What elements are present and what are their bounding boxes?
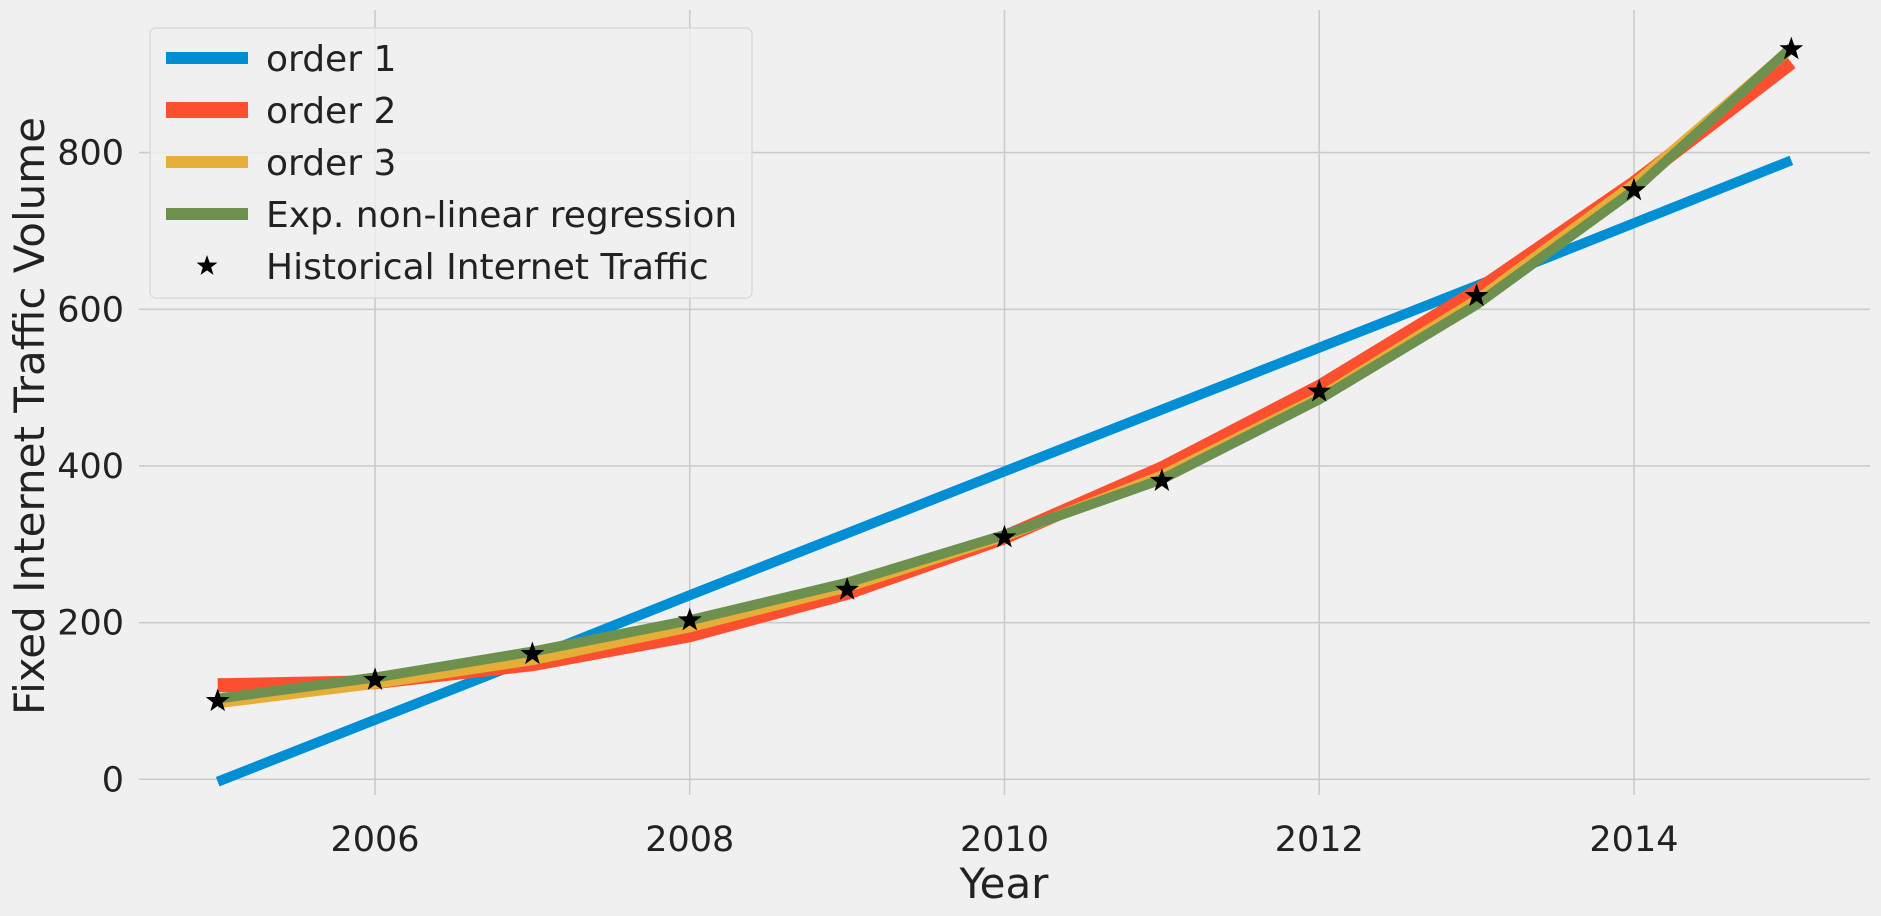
y-tick-label: 600 — [57, 290, 124, 330]
x-tick-label: 2006 — [331, 820, 420, 860]
y-tick-label: 0 — [102, 760, 124, 800]
legend-label: Exp. non-linear regression — [266, 195, 737, 236]
y-tick-label: 200 — [57, 604, 124, 644]
data-point-star — [363, 667, 387, 690]
data-point-star — [520, 641, 545, 665]
legend-label: order 2 — [266, 91, 396, 132]
grid — [139, 10, 1870, 795]
tick-labels: 2006 2008 2010 2012 2014 0 200 400 600 800 — [57, 134, 1678, 860]
x-tick-label: 2008 — [645, 820, 734, 860]
data-point-star — [1464, 283, 1489, 307]
legend-label: order 1 — [266, 39, 396, 80]
data-point-star — [835, 577, 860, 600]
data-point-star — [1622, 177, 1646, 201]
legend-star-icon — [196, 255, 218, 275]
x-axis-title: Year — [959, 859, 1050, 908]
y-tick-label: 800 — [57, 134, 124, 174]
y-tick-label: 400 — [57, 447, 124, 487]
data-point-star — [1149, 468, 1174, 491]
legend-label: Historical Internet Traffic — [266, 247, 709, 288]
data-point-star — [992, 524, 1017, 548]
data-point-star — [1307, 379, 1332, 402]
data-point-star — [1779, 36, 1804, 60]
markers-group — [205, 36, 1804, 712]
x-tick-label: 2010 — [960, 820, 1049, 860]
data-point-star — [677, 607, 702, 631]
y-axis-title: Fixed Internet Traffic Volume — [5, 117, 54, 715]
legend-box — [149, 27, 753, 299]
data-point-star — [205, 688, 230, 712]
x-tick-label: 2012 — [1275, 820, 1364, 860]
x-tick-label: 2014 — [1589, 820, 1678, 860]
legend-label: order 3 — [266, 143, 396, 184]
legend: order 1 order 2 order 3 Exp. non-linear reg… — [149, 27, 753, 299]
